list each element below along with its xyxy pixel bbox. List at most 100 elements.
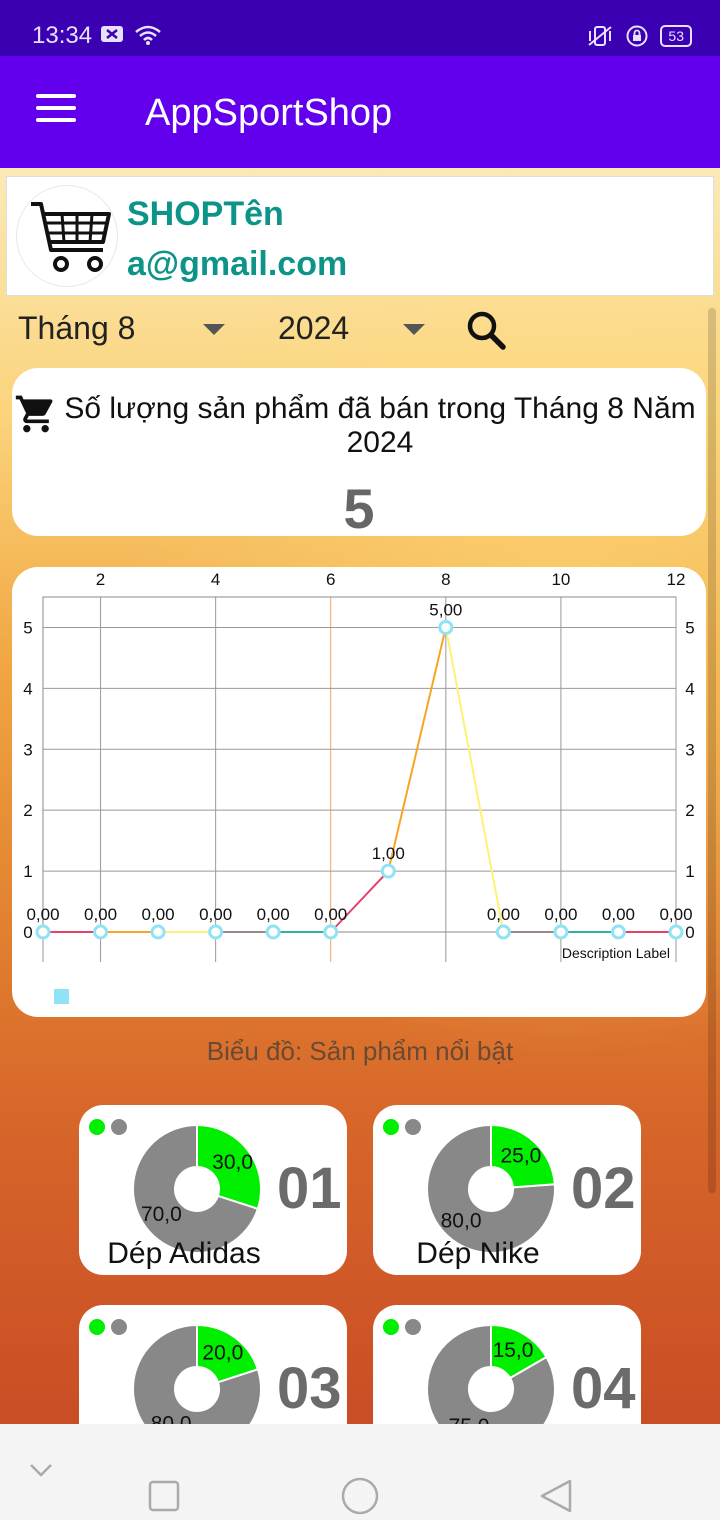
legend-swatch bbox=[54, 989, 69, 1004]
legend-dot-sold bbox=[89, 1119, 105, 1135]
donut-chart: 25,0 80,0 bbox=[426, 1123, 556, 1254]
chevron-down-icon[interactable] bbox=[403, 324, 425, 335]
data-point bbox=[93, 924, 109, 940]
shop-email: a@gmail.com bbox=[127, 245, 348, 283]
series-segment bbox=[330, 870, 389, 933]
scrollbar[interactable] bbox=[708, 308, 716, 1193]
y-tick-label-left: 4 bbox=[23, 679, 32, 698]
y-tick-label-right: 3 bbox=[685, 740, 694, 759]
donut-label-sold: 25,0 bbox=[500, 1145, 541, 1168]
y-tick-label-left: 0 bbox=[23, 923, 32, 942]
monthly-sales-chart[interactable]: 2 4 6 8 10 12 0 0 1 1 2 2 3 3 4 4 5 5 0,00 0,00 0,00 0,00 0,00… bbox=[12, 567, 706, 1017]
donut-slice-sold bbox=[196, 1323, 260, 1384]
avatar bbox=[17, 186, 117, 286]
data-label: 0,00 bbox=[659, 905, 692, 924]
donut-slice-sold bbox=[196, 1123, 262, 1211]
donut-slice-rest bbox=[426, 1323, 556, 1424]
data-label: 0,00 bbox=[314, 905, 347, 924]
data-label: 1,00 bbox=[372, 844, 405, 863]
data-point bbox=[495, 924, 511, 940]
data-label: 0,00 bbox=[199, 905, 232, 924]
donut-label-rest: 80,0 bbox=[151, 1413, 192, 1424]
shopping-cart-icon bbox=[31, 202, 111, 272]
back-icon[interactable] bbox=[538, 1478, 574, 1514]
main-content[interactable]: SHOPTên a@gmail.com Tháng 8 2024 Số lượn… bbox=[0, 168, 720, 1424]
x-tick-label: 4 bbox=[211, 570, 220, 589]
y-tick-label-left: 1 bbox=[23, 862, 32, 881]
product-rank: 02 bbox=[571, 1156, 636, 1221]
legend-dot-rest bbox=[111, 1319, 127, 1335]
data-point bbox=[553, 924, 569, 940]
data-label: 0,00 bbox=[602, 905, 635, 924]
lock-icon bbox=[626, 25, 648, 47]
description-label: Description Label bbox=[562, 945, 670, 961]
donut-slice-rest bbox=[132, 1123, 260, 1254]
line-chart: 2 4 6 8 10 120 01 12 23 34 45 50,00 0,00 0,00 0,00 0,00… bbox=[23, 570, 695, 1004]
legend-dot-rest bbox=[405, 1319, 421, 1335]
data-point bbox=[35, 924, 51, 940]
sold-summary-label: Số lượng sản phẩm đã bán trong Tháng 8 N… bbox=[64, 392, 696, 459]
legend-dot-rest bbox=[111, 1119, 127, 1135]
profile-header: SHOPTên a@gmail.com bbox=[6, 176, 714, 296]
legend-dot-sold bbox=[383, 1119, 399, 1135]
donut-label-rest: 70,0 bbox=[141, 1203, 182, 1226]
y-tick-label-left: 5 bbox=[23, 618, 32, 637]
x-tick-label: 2 bbox=[96, 570, 105, 589]
x-tick-label: 6 bbox=[326, 570, 335, 589]
data-point bbox=[208, 924, 224, 940]
product-name: Dép Nike bbox=[416, 1237, 540, 1270]
series-segment bbox=[387, 627, 447, 872]
recents-icon[interactable] bbox=[148, 1480, 180, 1512]
battery-indicator: 53 bbox=[660, 25, 692, 47]
product-card[interactable]: 25,0 80,0 02 Dép Nike bbox=[373, 1105, 641, 1275]
data-point bbox=[323, 924, 339, 940]
data-label: 0,00 bbox=[544, 905, 577, 924]
x-tick-label: 12 bbox=[667, 570, 686, 589]
product-card[interactable]: 15,0 75,0 04 bbox=[373, 1305, 641, 1424]
data-point bbox=[150, 924, 166, 940]
home-icon[interactable] bbox=[340, 1476, 380, 1516]
data-point bbox=[380, 863, 396, 879]
app-bar: AppSportShop bbox=[0, 56, 720, 168]
app-title: AppSportShop bbox=[145, 92, 393, 134]
data-label: 0,00 bbox=[257, 905, 290, 924]
x-tick-label: 10 bbox=[551, 570, 570, 589]
donut-chart: 15,0 75,0 bbox=[426, 1323, 556, 1424]
donut-slice-rest bbox=[426, 1123, 556, 1254]
status-time: 13:34 bbox=[32, 22, 93, 49]
vibrate-icon bbox=[588, 26, 613, 46]
donut-chart: 20,0 80,0 bbox=[132, 1323, 262, 1424]
chevron-down-icon[interactable] bbox=[203, 324, 225, 335]
chart-frame bbox=[42, 596, 677, 933]
y-tick-label-right: 4 bbox=[685, 679, 694, 698]
donut-label-sold: 20,0 bbox=[202, 1341, 243, 1364]
donut-slice-sold bbox=[490, 1323, 548, 1380]
series-segment bbox=[444, 627, 505, 933]
search-icon[interactable] bbox=[464, 308, 508, 352]
data-point bbox=[610, 924, 626, 940]
notification-icon bbox=[101, 26, 123, 42]
legend-dot-sold bbox=[89, 1319, 105, 1335]
product-name: Dép Adidas bbox=[107, 1237, 261, 1270]
product-card[interactable]: 20,0 80,0 03 bbox=[79, 1305, 347, 1424]
cart-icon bbox=[15, 395, 53, 433]
donut-slice-rest bbox=[132, 1323, 262, 1424]
legend-dot-rest bbox=[405, 1119, 421, 1135]
donut-chart: 30,0 70,0 bbox=[132, 1123, 262, 1254]
y-tick-label-right: 5 bbox=[685, 618, 694, 637]
data-point bbox=[668, 924, 684, 940]
menu-icon[interactable] bbox=[36, 94, 76, 126]
sold-summary-value: 5 bbox=[343, 477, 375, 540]
chevron-down-icon[interactable] bbox=[28, 1460, 54, 1480]
month-select[interactable]: Tháng 8 bbox=[18, 310, 136, 346]
data-label: 0,00 bbox=[26, 905, 59, 924]
chart-caption: Biểu đồ: Sản phẩm nổi bật bbox=[206, 1036, 514, 1066]
donut-label-sold: 15,0 bbox=[493, 1339, 534, 1362]
y-tick-label-right: 2 bbox=[685, 801, 694, 820]
product-card[interactable]: 30,0 70,0 01 Dép Adidas bbox=[79, 1105, 347, 1275]
status-bar: 13:34 53 bbox=[0, 0, 720, 56]
product-rank: 04 bbox=[571, 1356, 636, 1421]
data-label: 0,00 bbox=[142, 905, 175, 924]
x-tick-label: 8 bbox=[441, 570, 450, 589]
year-select[interactable]: 2024 bbox=[278, 310, 350, 346]
